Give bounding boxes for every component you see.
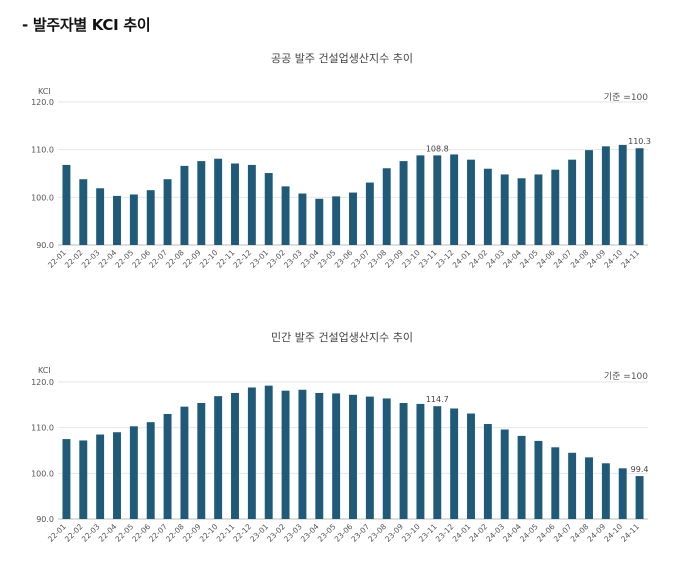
bar-22-12 (247, 164, 256, 245)
data-label: 114.7 (426, 395, 449, 404)
bar-22-07 (163, 413, 172, 519)
y-tick-label: 90.0 (36, 515, 54, 524)
public-kci-chart: 공공 발주 건설업생산지수 추이 KCI 기준 =100 120.0 110.0 100.… (31, 52, 651, 270)
bar-23-11 (433, 406, 442, 519)
bar-23-12 (450, 154, 459, 245)
bar-22-06 (146, 190, 155, 245)
bar-24-03 (500, 429, 509, 519)
bar-24-10 (618, 144, 627, 245)
y-tick-label: 110.0 (31, 424, 54, 433)
bar-24-08 (585, 150, 593, 245)
bar-23-01 (264, 173, 273, 245)
bar-23-01 (264, 385, 273, 519)
bar-24-10 (618, 468, 627, 519)
bar-22-05 (129, 426, 138, 519)
bar-23-09 (399, 403, 408, 519)
bar-22-10 (214, 396, 223, 519)
bar-22-01 (62, 164, 71, 245)
bar-22-10 (214, 158, 223, 245)
bar-23-08 (382, 398, 391, 519)
chart-title: 공공 발주 건설업생산지수 추이 (271, 52, 413, 65)
bar-22-12 (247, 387, 256, 519)
chart-title: 민간 발주 건설업생산지수 추이 (271, 331, 413, 344)
bar-22-08 (180, 406, 189, 519)
bar-23-06 (349, 192, 357, 245)
bar-24-05 (534, 174, 543, 245)
bar-23-03 (298, 193, 307, 245)
private-kci-chart: 민간 발주 건설업생산지수 추이 KCI 기준 =100 120.0 110.0 100.… (31, 331, 649, 544)
bar-23-07 (365, 182, 374, 245)
bar-24-04 (517, 435, 526, 519)
bar-23-05 (332, 393, 341, 519)
bar-22-04 (113, 432, 121, 519)
bar-23-04 (315, 392, 324, 519)
data-label: 108.8 (426, 144, 449, 153)
data-label: 99.4 (631, 465, 649, 474)
bar-23-08 (382, 168, 391, 245)
bar-24-11 (635, 476, 644, 519)
x-tick-label: 24-11 (619, 522, 641, 544)
bar-23-02 (281, 186, 290, 245)
bar-23-12 (450, 408, 459, 519)
bar-22-03 (96, 434, 105, 519)
bar-24-02 (483, 424, 492, 519)
bar-24-05 (534, 440, 543, 519)
bar-22-04 (113, 195, 121, 245)
bar-24-03 (500, 174, 509, 245)
bar-23-07 (365, 396, 374, 519)
bar-23-10 (416, 403, 425, 519)
y-tick-label: 100.0 (31, 469, 54, 478)
bar-22-09 (197, 403, 206, 519)
y-tick-label: 90.0 (36, 241, 54, 250)
bar-23-11 (433, 155, 442, 245)
basis-note: 기준 =100 (604, 371, 648, 382)
bar-24-04 (517, 178, 526, 245)
bar-24-08 (585, 457, 593, 519)
y-tick-label: 110.0 (31, 146, 54, 155)
bar-24-01 (467, 413, 475, 519)
bar-24-11 (635, 148, 644, 245)
data-label: 110.3 (628, 137, 651, 146)
y-tick-label: 120.0 (31, 98, 54, 107)
bar-23-06 (349, 394, 357, 519)
y-axis-label: KCI (38, 366, 51, 375)
bar-24-07 (568, 159, 577, 245)
bar-24-07 (568, 452, 577, 519)
bar-22-11 (231, 392, 239, 519)
bar-22-02 (79, 440, 88, 519)
bar-22-09 (197, 161, 206, 245)
bar-24-06 (551, 169, 560, 245)
bar-22-06 (146, 422, 155, 519)
bar-24-02 (483, 168, 492, 245)
y-tick-label: 100.0 (31, 193, 54, 202)
bar-22-07 (163, 179, 172, 245)
bar-22-11 (231, 163, 239, 245)
bar-23-02 (281, 390, 290, 519)
bar-22-08 (180, 165, 189, 245)
basis-note: 기준 =100 (604, 92, 648, 103)
bar-22-03 (96, 188, 105, 245)
bar-23-10 (416, 155, 425, 245)
x-tick-label: 24-11 (619, 248, 641, 270)
bar-24-09 (601, 463, 610, 519)
bar-23-09 (399, 161, 408, 245)
bar-22-05 (129, 194, 138, 245)
y-axis-label: KCI (38, 87, 51, 96)
bar-23-04 (315, 198, 324, 245)
y-tick-label: 120.0 (31, 378, 54, 387)
bar-24-09 (601, 146, 610, 245)
bar-24-01 (467, 159, 475, 245)
bar-22-02 (79, 179, 88, 245)
section-title: - 발주자별 KCI 추이 (22, 16, 151, 34)
bar-24-06 (551, 447, 560, 519)
bar-23-03 (298, 389, 307, 519)
bar-22-01 (62, 439, 71, 519)
bar-23-05 (332, 196, 341, 245)
